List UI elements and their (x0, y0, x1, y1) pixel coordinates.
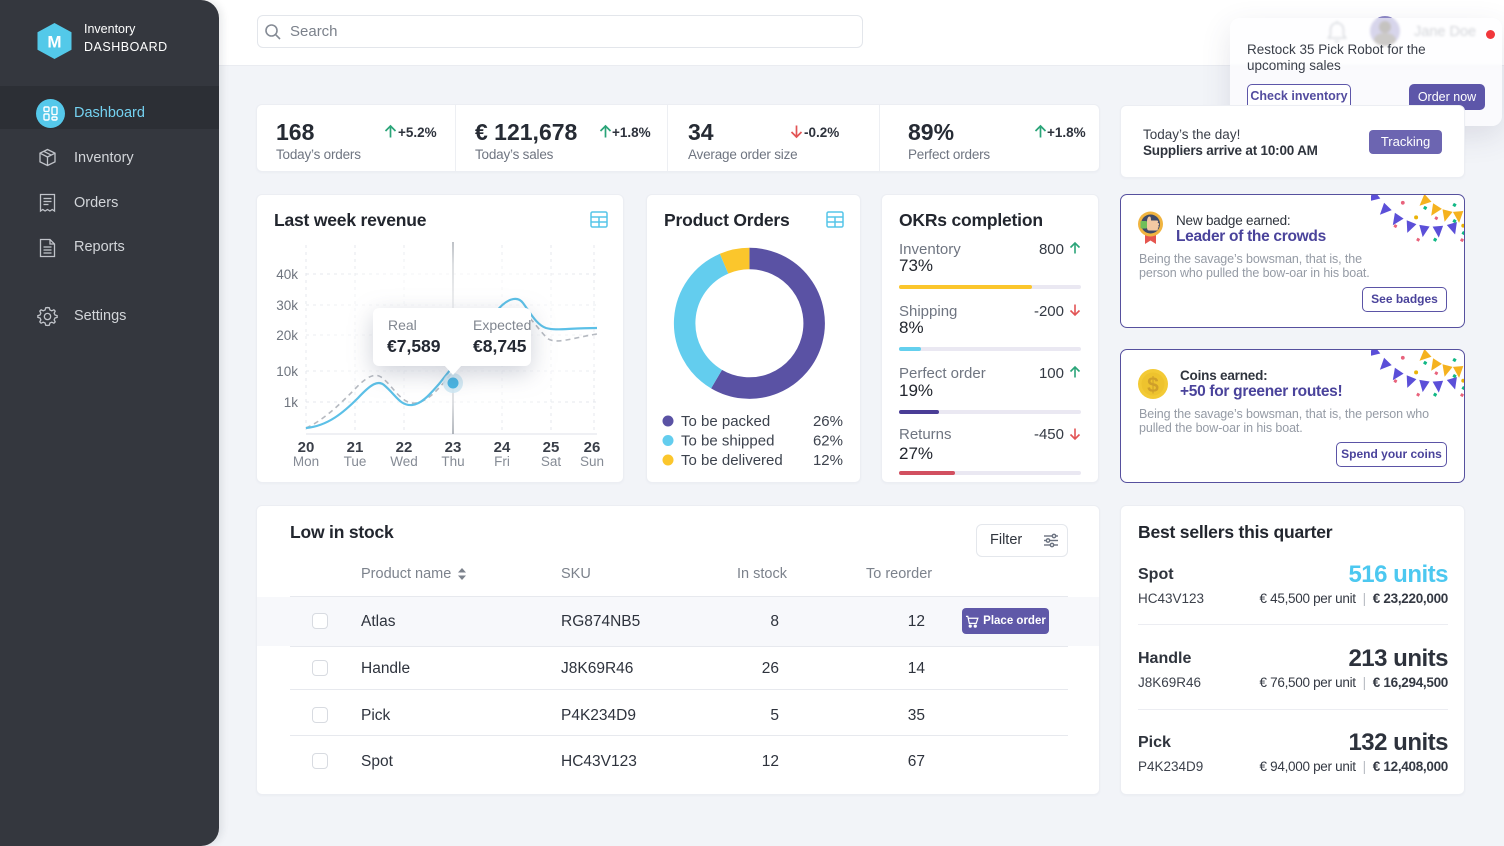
svg-text:26%: 26% (813, 413, 843, 430)
svg-text:Fri: Fri (494, 454, 510, 469)
svg-text:40k: 40k (276, 267, 298, 282)
svg-text:62%: 62% (813, 433, 843, 450)
svg-text:Real: Real (388, 317, 417, 333)
svg-text:Wed: Wed (390, 454, 418, 469)
svg-text:To be packed: To be packed (681, 413, 770, 430)
svg-text:20: 20 (298, 439, 315, 456)
svg-text:Thu: Thu (441, 454, 464, 469)
svg-text:Sat: Sat (541, 454, 562, 469)
svg-text:€8,745: €8,745 (473, 336, 527, 356)
svg-text:Tue: Tue (344, 454, 367, 469)
svg-text:To be delivered: To be delivered (681, 452, 783, 469)
svg-text:24: 24 (494, 439, 511, 456)
svg-text:To be shipped: To be shipped (681, 433, 774, 450)
svg-text:10k: 10k (276, 364, 298, 379)
svg-text:25: 25 (543, 439, 560, 456)
svg-text:1k: 1k (284, 395, 299, 410)
svg-text:Mon: Mon (293, 454, 319, 469)
svg-text:Expected: Expected (473, 317, 531, 333)
svg-text:$: $ (1147, 374, 1159, 397)
svg-text:M: M (47, 33, 61, 52)
svg-text:12%: 12% (813, 452, 843, 469)
svg-text:30k: 30k (276, 298, 298, 313)
svg-text:21: 21 (347, 439, 364, 456)
svg-text:Sun: Sun (580, 454, 604, 469)
svg-text:23: 23 (445, 439, 462, 456)
svg-text:26: 26 (584, 439, 601, 456)
svg-text:22: 22 (396, 439, 413, 456)
svg-text:€7,589: €7,589 (387, 336, 441, 356)
